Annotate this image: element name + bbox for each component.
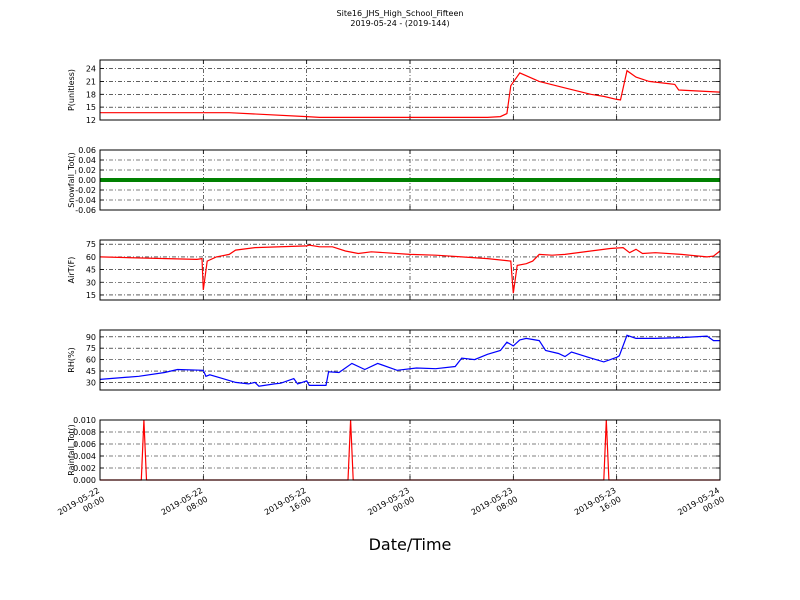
y-tick-label: 0.010 — [73, 416, 96, 425]
y-tick-label: 45 — [86, 266, 96, 275]
y-tick-label: 0.02 — [78, 166, 96, 175]
data-line — [100, 69, 721, 119]
y-tick-label: 18 — [86, 90, 96, 99]
y-tick-label: 21 — [86, 77, 96, 86]
y-tick-label: -0.04 — [75, 196, 96, 205]
y-axis-label: P(unitless) — [67, 69, 76, 111]
x-tick-label: 2019-05-2300:00 — [366, 486, 416, 526]
y-tick-label: 12 — [86, 116, 96, 125]
y-axis-label: RH(%) — [67, 347, 76, 372]
y-tick-label: 60 — [86, 356, 96, 365]
y-tick-label: 24 — [86, 65, 96, 74]
y-axis-label: Snowfall_Tot() — [67, 152, 76, 208]
y-tick-label: 75 — [86, 240, 96, 249]
y-tick-label: 0.006 — [73, 440, 96, 449]
y-axis-label: Rainfall_Tot() — [67, 424, 76, 476]
plot-frame — [99, 149, 721, 211]
y-tick-label: 0.008 — [73, 428, 96, 437]
x-tick-label: 2019-05-2216:00 — [263, 486, 313, 526]
plot-frame — [99, 329, 721, 391]
y-tick-label: 45 — [86, 367, 96, 376]
y-tick-label: 60 — [86, 253, 96, 262]
data-line — [99, 334, 720, 387]
y-tick-label: 0.04 — [78, 156, 96, 165]
subtitle: 2019-05-24 - (2019-144) — [350, 19, 449, 28]
y-tick-label: -0.06 — [75, 206, 96, 215]
y-tick-label: 15 — [86, 291, 96, 300]
plot-frame — [99, 239, 721, 301]
y-tick-label: 0.004 — [73, 452, 96, 461]
x-tick-label: 2019-05-2400:00 — [676, 486, 726, 526]
y-axis-label: AirT(F) — [67, 257, 76, 284]
y-tick-label: 30 — [86, 378, 96, 387]
title: Site16_JHS_High_School_Fifteen — [337, 9, 464, 18]
data-line — [99, 244, 721, 294]
x-tick-label: 2019-05-2316:00 — [573, 486, 623, 526]
plot-frame — [99, 419, 721, 481]
x-axis-label: Date/Time — [369, 535, 452, 554]
y-tick-label: 90 — [86, 333, 96, 342]
plot-frame — [99, 59, 721, 121]
y-tick-label: -0.02 — [75, 186, 96, 195]
y-tick-label: 75 — [86, 344, 96, 353]
y-tick-label: 15 — [86, 103, 96, 112]
y-tick-label: 0.00 — [78, 176, 96, 185]
y-tick-label: 0.002 — [73, 464, 96, 473]
x-tick-label: 2019-05-2208:00 — [160, 486, 210, 526]
y-tick-label: 0.06 — [78, 146, 96, 155]
x-tick-label: 2019-05-2308:00 — [470, 486, 520, 526]
y-tick-label: 30 — [86, 278, 96, 287]
x-tick-label: 2019-05-2200:00 — [56, 486, 106, 526]
y-tick-label: 0.000 — [73, 476, 96, 485]
